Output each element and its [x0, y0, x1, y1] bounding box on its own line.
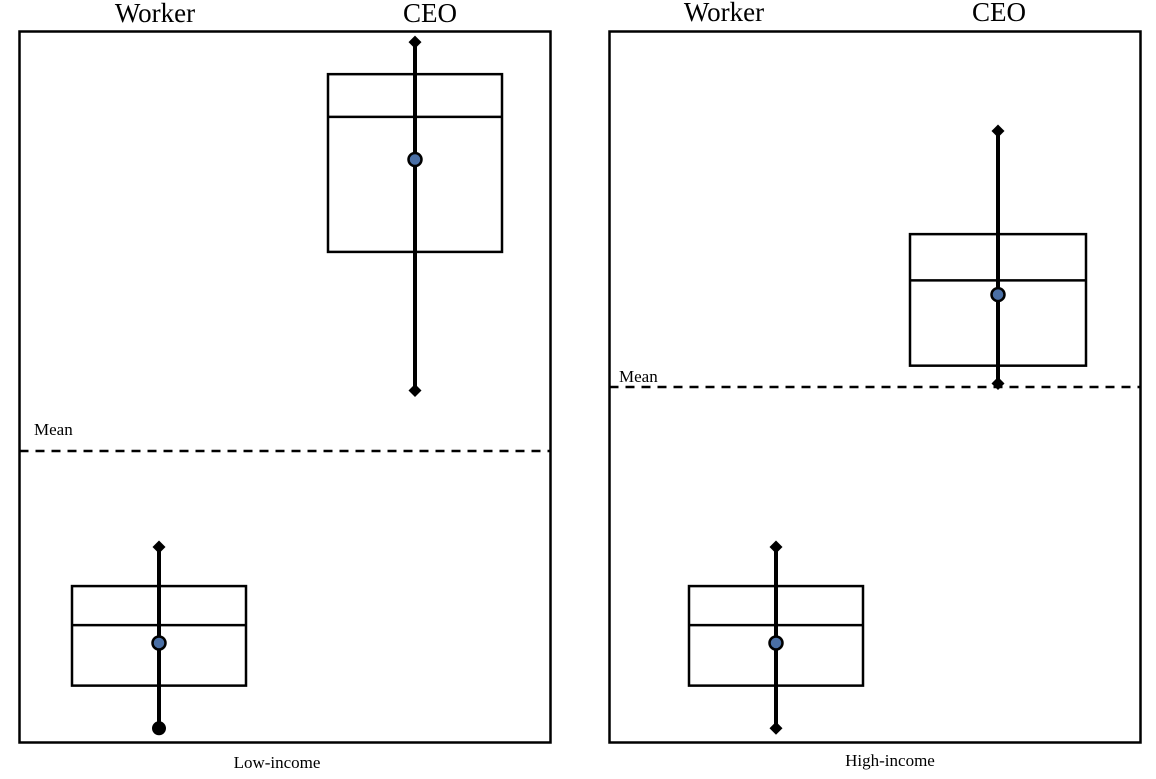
column-label-ceo: CEO — [972, 0, 1026, 27]
mean-dot — [151, 635, 167, 651]
whisker-bottom-marker — [991, 376, 1005, 390]
panel-marks — [19, 35, 551, 736]
box-worker — [70, 540, 248, 736]
whisker-top-marker — [152, 540, 166, 554]
mean-dot — [768, 635, 784, 651]
panel-caption: High-income — [845, 751, 935, 770]
box-worker — [687, 540, 865, 735]
column-label-worker: Worker — [684, 0, 764, 27]
whisker-bottom-marker — [152, 721, 166, 736]
panel-high-income: Worker CEO Mean High-income — [608, 0, 1142, 770]
column-label-worker: Worker — [115, 0, 195, 28]
panel-marks — [609, 124, 1141, 735]
box-ceo — [908, 124, 1088, 390]
mean-line-label: Mean — [619, 367, 658, 386]
panel-caption: Low-income — [234, 753, 321, 772]
mean-dot — [990, 286, 1006, 303]
whisker-top-marker — [769, 540, 783, 554]
mean-line-label: Mean — [34, 420, 73, 439]
panel-low-income: Worker CEO Mean Low-income — [18, 0, 552, 772]
panel-frame — [18, 30, 552, 744]
whisker-top-marker — [991, 124, 1005, 138]
whisker-bottom-marker — [769, 721, 783, 735]
whisker-top-marker — [408, 35, 422, 49]
mean-dot — [407, 151, 423, 168]
box-ceo — [326, 35, 504, 398]
column-label-ceo: CEO — [403, 0, 457, 28]
whisker-bottom-marker — [408, 384, 422, 398]
